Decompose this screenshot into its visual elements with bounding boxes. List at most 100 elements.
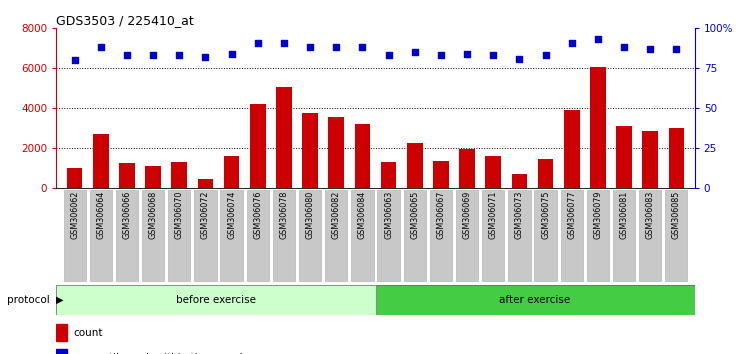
- Text: GDS3503 / 225410_at: GDS3503 / 225410_at: [56, 14, 194, 27]
- Point: [618, 45, 630, 50]
- FancyBboxPatch shape: [403, 189, 426, 281]
- Text: count: count: [73, 328, 102, 338]
- Point: [671, 46, 683, 52]
- Point: [278, 40, 290, 46]
- Text: GSM306070: GSM306070: [175, 190, 184, 239]
- Point: [461, 51, 473, 57]
- FancyBboxPatch shape: [142, 189, 164, 281]
- Text: GSM306085: GSM306085: [672, 190, 681, 239]
- Bar: [590, 67, 606, 188]
- Point: [147, 53, 159, 58]
- Bar: [511, 174, 527, 188]
- Bar: [376, 285, 695, 315]
- FancyBboxPatch shape: [195, 189, 216, 281]
- Bar: [276, 87, 292, 188]
- FancyBboxPatch shape: [351, 189, 373, 281]
- FancyBboxPatch shape: [273, 189, 295, 281]
- Point: [382, 53, 394, 58]
- Bar: [642, 131, 658, 188]
- Text: GSM306079: GSM306079: [593, 190, 602, 239]
- Bar: [56, 349, 67, 354]
- Text: GSM306071: GSM306071: [489, 190, 498, 239]
- Bar: [381, 162, 397, 188]
- FancyBboxPatch shape: [116, 189, 138, 281]
- Text: GSM306084: GSM306084: [358, 190, 367, 239]
- Text: GSM306077: GSM306077: [567, 190, 576, 239]
- Bar: [171, 162, 187, 188]
- Point: [539, 53, 551, 58]
- Bar: [407, 143, 423, 188]
- FancyBboxPatch shape: [456, 189, 478, 281]
- FancyBboxPatch shape: [613, 189, 635, 281]
- Point: [514, 56, 526, 62]
- Bar: [198, 179, 213, 188]
- FancyBboxPatch shape: [89, 189, 112, 281]
- FancyBboxPatch shape: [299, 189, 321, 281]
- Text: GSM306072: GSM306072: [201, 190, 210, 239]
- Bar: [354, 124, 370, 188]
- Bar: [224, 156, 240, 188]
- Bar: [250, 104, 266, 188]
- FancyBboxPatch shape: [246, 189, 269, 281]
- Text: GSM306074: GSM306074: [227, 190, 236, 239]
- Point: [566, 40, 578, 46]
- FancyBboxPatch shape: [378, 189, 400, 281]
- Point: [435, 53, 447, 58]
- Bar: [538, 159, 553, 188]
- Bar: [459, 149, 475, 188]
- Text: after exercise: after exercise: [499, 295, 571, 305]
- Point: [409, 50, 421, 55]
- Bar: [56, 285, 376, 315]
- Text: GSM306082: GSM306082: [332, 190, 341, 239]
- Bar: [93, 134, 109, 188]
- Point: [304, 45, 316, 50]
- Text: GSM306066: GSM306066: [122, 190, 131, 239]
- FancyBboxPatch shape: [64, 189, 86, 281]
- FancyBboxPatch shape: [508, 189, 530, 281]
- Text: GSM306067: GSM306067: [436, 190, 445, 239]
- Text: GSM306075: GSM306075: [541, 190, 550, 239]
- Text: GSM306080: GSM306080: [306, 190, 315, 239]
- Point: [330, 45, 342, 50]
- Bar: [119, 163, 135, 188]
- Bar: [302, 113, 318, 188]
- FancyBboxPatch shape: [325, 189, 348, 281]
- Text: percentile rank within the sample: percentile rank within the sample: [73, 353, 249, 354]
- Point: [225, 51, 237, 57]
- Text: GSM306065: GSM306065: [410, 190, 419, 239]
- Point: [644, 46, 656, 52]
- Point: [357, 45, 369, 50]
- Point: [68, 57, 80, 63]
- Text: GSM306076: GSM306076: [253, 190, 262, 239]
- Text: GSM306064: GSM306064: [96, 190, 105, 239]
- Bar: [564, 110, 580, 188]
- FancyBboxPatch shape: [560, 189, 583, 281]
- FancyBboxPatch shape: [482, 189, 505, 281]
- FancyBboxPatch shape: [639, 189, 662, 281]
- Bar: [328, 117, 344, 188]
- Point: [592, 37, 604, 42]
- Point: [252, 40, 264, 46]
- Text: ▶: ▶: [56, 295, 63, 305]
- Bar: [145, 166, 161, 188]
- Text: GSM306083: GSM306083: [646, 190, 655, 239]
- Text: GSM306081: GSM306081: [620, 190, 629, 239]
- Point: [173, 53, 185, 58]
- Bar: [668, 128, 684, 188]
- Text: GSM306068: GSM306068: [149, 190, 158, 239]
- Text: GSM306078: GSM306078: [279, 190, 288, 239]
- Text: GSM306063: GSM306063: [384, 190, 393, 239]
- Point: [121, 53, 133, 58]
- Bar: [485, 156, 501, 188]
- Bar: [56, 324, 67, 341]
- Text: protocol: protocol: [7, 295, 53, 305]
- Bar: [433, 161, 449, 188]
- FancyBboxPatch shape: [168, 189, 191, 281]
- Text: GSM306069: GSM306069: [463, 190, 472, 239]
- Text: before exercise: before exercise: [176, 295, 256, 305]
- FancyBboxPatch shape: [221, 189, 243, 281]
- Point: [487, 53, 499, 58]
- FancyBboxPatch shape: [430, 189, 452, 281]
- Text: GSM306073: GSM306073: [515, 190, 524, 239]
- Point: [95, 45, 107, 50]
